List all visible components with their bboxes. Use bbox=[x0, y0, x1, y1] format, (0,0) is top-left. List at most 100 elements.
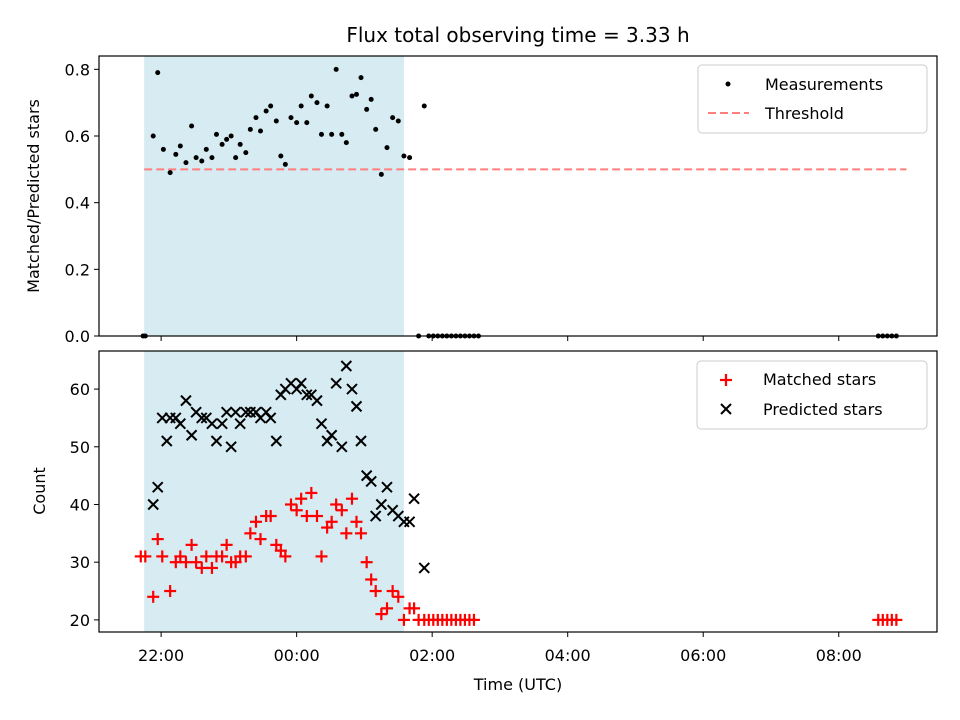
legend-predicted-marker bbox=[720, 403, 732, 415]
y-tick-label: 0.6 bbox=[65, 127, 90, 146]
measurements-point bbox=[421, 103, 427, 109]
matched-stars-point bbox=[284, 498, 297, 511]
matched-stars-point bbox=[244, 527, 257, 540]
matched-stars-point bbox=[220, 538, 233, 551]
predicted-stars-point bbox=[161, 435, 173, 447]
measurements-point bbox=[358, 75, 364, 81]
measurements-point bbox=[258, 128, 264, 134]
measurements-point bbox=[407, 155, 413, 161]
predicted-stars-point bbox=[270, 435, 283, 447]
predicted-stars-point bbox=[336, 441, 348, 453]
top-legend-box bbox=[697, 64, 928, 134]
top-legend: Measurements Threshold bbox=[697, 64, 928, 134]
measurements-point bbox=[189, 123, 195, 129]
measurements-point bbox=[318, 131, 324, 137]
measurements-point bbox=[395, 118, 401, 124]
predicted-stars-point bbox=[311, 394, 323, 407]
predicted-stars-point bbox=[325, 429, 338, 441]
top-plot-area: 0.00.20.40.60.8 Matched/Predicted stars … bbox=[24, 55, 938, 346]
measurements-point bbox=[167, 170, 173, 176]
predicted-stars-point bbox=[220, 406, 233, 418]
matched-stars-point bbox=[174, 550, 187, 563]
matched-stars-point bbox=[315, 550, 328, 563]
measurements-point bbox=[177, 143, 183, 149]
y-tick-label: 0.4 bbox=[65, 194, 90, 213]
matched-stars-point bbox=[335, 504, 348, 517]
measurements-point bbox=[173, 151, 179, 157]
matched-stars-point bbox=[386, 585, 399, 598]
predicted-stars-point bbox=[196, 412, 208, 424]
measurements-point bbox=[364, 106, 370, 112]
x-tick-label: 00:00 bbox=[274, 646, 320, 665]
measurements-point bbox=[247, 126, 253, 132]
measurements-point bbox=[219, 141, 225, 147]
matched-stars-point bbox=[200, 550, 213, 563]
matched-stars-point bbox=[392, 590, 405, 603]
measurements-point bbox=[203, 146, 209, 152]
matched-stars-point bbox=[380, 602, 393, 615]
predicted-stars-point bbox=[403, 516, 416, 528]
measurements-point bbox=[263, 108, 269, 114]
bottom-plot-frame bbox=[98, 350, 938, 633]
matched-stars-point bbox=[156, 550, 169, 563]
matched-stars-point bbox=[345, 492, 358, 505]
measurements-point bbox=[273, 118, 279, 124]
measurements-point bbox=[304, 120, 310, 126]
measurements-point bbox=[333, 66, 339, 72]
y-tick-label: 20 bbox=[70, 611, 90, 630]
matched-stars-point bbox=[365, 573, 378, 586]
matched-stars-point bbox=[290, 504, 303, 517]
predicted-stars-point bbox=[381, 481, 393, 493]
matched-stars-point bbox=[350, 515, 363, 528]
matched-stars-point bbox=[254, 533, 267, 546]
matched-stars-point bbox=[164, 585, 177, 598]
measurements-point bbox=[378, 171, 384, 177]
measurements-point bbox=[390, 115, 396, 121]
measurements-point bbox=[329, 131, 335, 137]
matched-stars-point bbox=[264, 510, 277, 523]
bottom-y-axis-label: Count bbox=[30, 467, 49, 515]
measurements-point bbox=[401, 153, 407, 159]
measurements-point bbox=[243, 150, 249, 156]
measurements-point bbox=[282, 161, 288, 167]
matched-stars-point bbox=[279, 550, 292, 563]
x-tick-label: 02:00 bbox=[409, 646, 455, 665]
legend-threshold-label: Threshold bbox=[764, 104, 844, 123]
x-tick-label: 06:00 bbox=[680, 646, 726, 665]
matched-stars-point bbox=[330, 498, 343, 511]
predicted-stars-point bbox=[346, 383, 358, 395]
x-axis-label: Time (UTC) bbox=[473, 675, 562, 694]
legend-measurements-label: Measurements bbox=[765, 75, 883, 94]
predicted-stars-point bbox=[234, 417, 246, 430]
predicted-stars-point bbox=[240, 406, 252, 418]
legend-matched-marker bbox=[720, 374, 732, 386]
y-tick-label: 30 bbox=[70, 553, 90, 572]
measurements-point bbox=[193, 155, 199, 161]
bottom-highlight-span bbox=[144, 351, 404, 632]
predicted-stars-point bbox=[355, 435, 367, 447]
matched-stars-point bbox=[310, 510, 323, 523]
matched-stars-point bbox=[185, 538, 198, 551]
matched-stars-point bbox=[360, 556, 373, 569]
chart-title: Flux total observing time = 3.33 h bbox=[346, 23, 689, 47]
y-tick-label: 40 bbox=[70, 495, 90, 514]
x-tick-label: 08:00 bbox=[816, 646, 862, 665]
matched-stars-point bbox=[239, 550, 252, 563]
measurements-point bbox=[349, 93, 355, 99]
predicted-stars-point bbox=[375, 498, 388, 511]
top-plot-frame bbox=[98, 55, 938, 337]
measurements-point bbox=[384, 145, 390, 151]
predicted-stars-point bbox=[418, 562, 430, 574]
predicted-stars-point bbox=[147, 498, 159, 511]
measurements-point bbox=[237, 141, 243, 147]
predicted-stars-point bbox=[365, 475, 377, 488]
matched-stars-point bbox=[190, 556, 203, 569]
measurements-point bbox=[253, 115, 259, 121]
predicted-stars-point bbox=[206, 417, 218, 430]
predicted-stars-point bbox=[210, 435, 223, 447]
measurements-point bbox=[209, 155, 215, 161]
predicted-stars-point bbox=[225, 441, 237, 453]
measurements-point bbox=[298, 103, 304, 109]
matched-stars-point bbox=[325, 515, 338, 528]
matched-stars-point bbox=[397, 613, 410, 626]
